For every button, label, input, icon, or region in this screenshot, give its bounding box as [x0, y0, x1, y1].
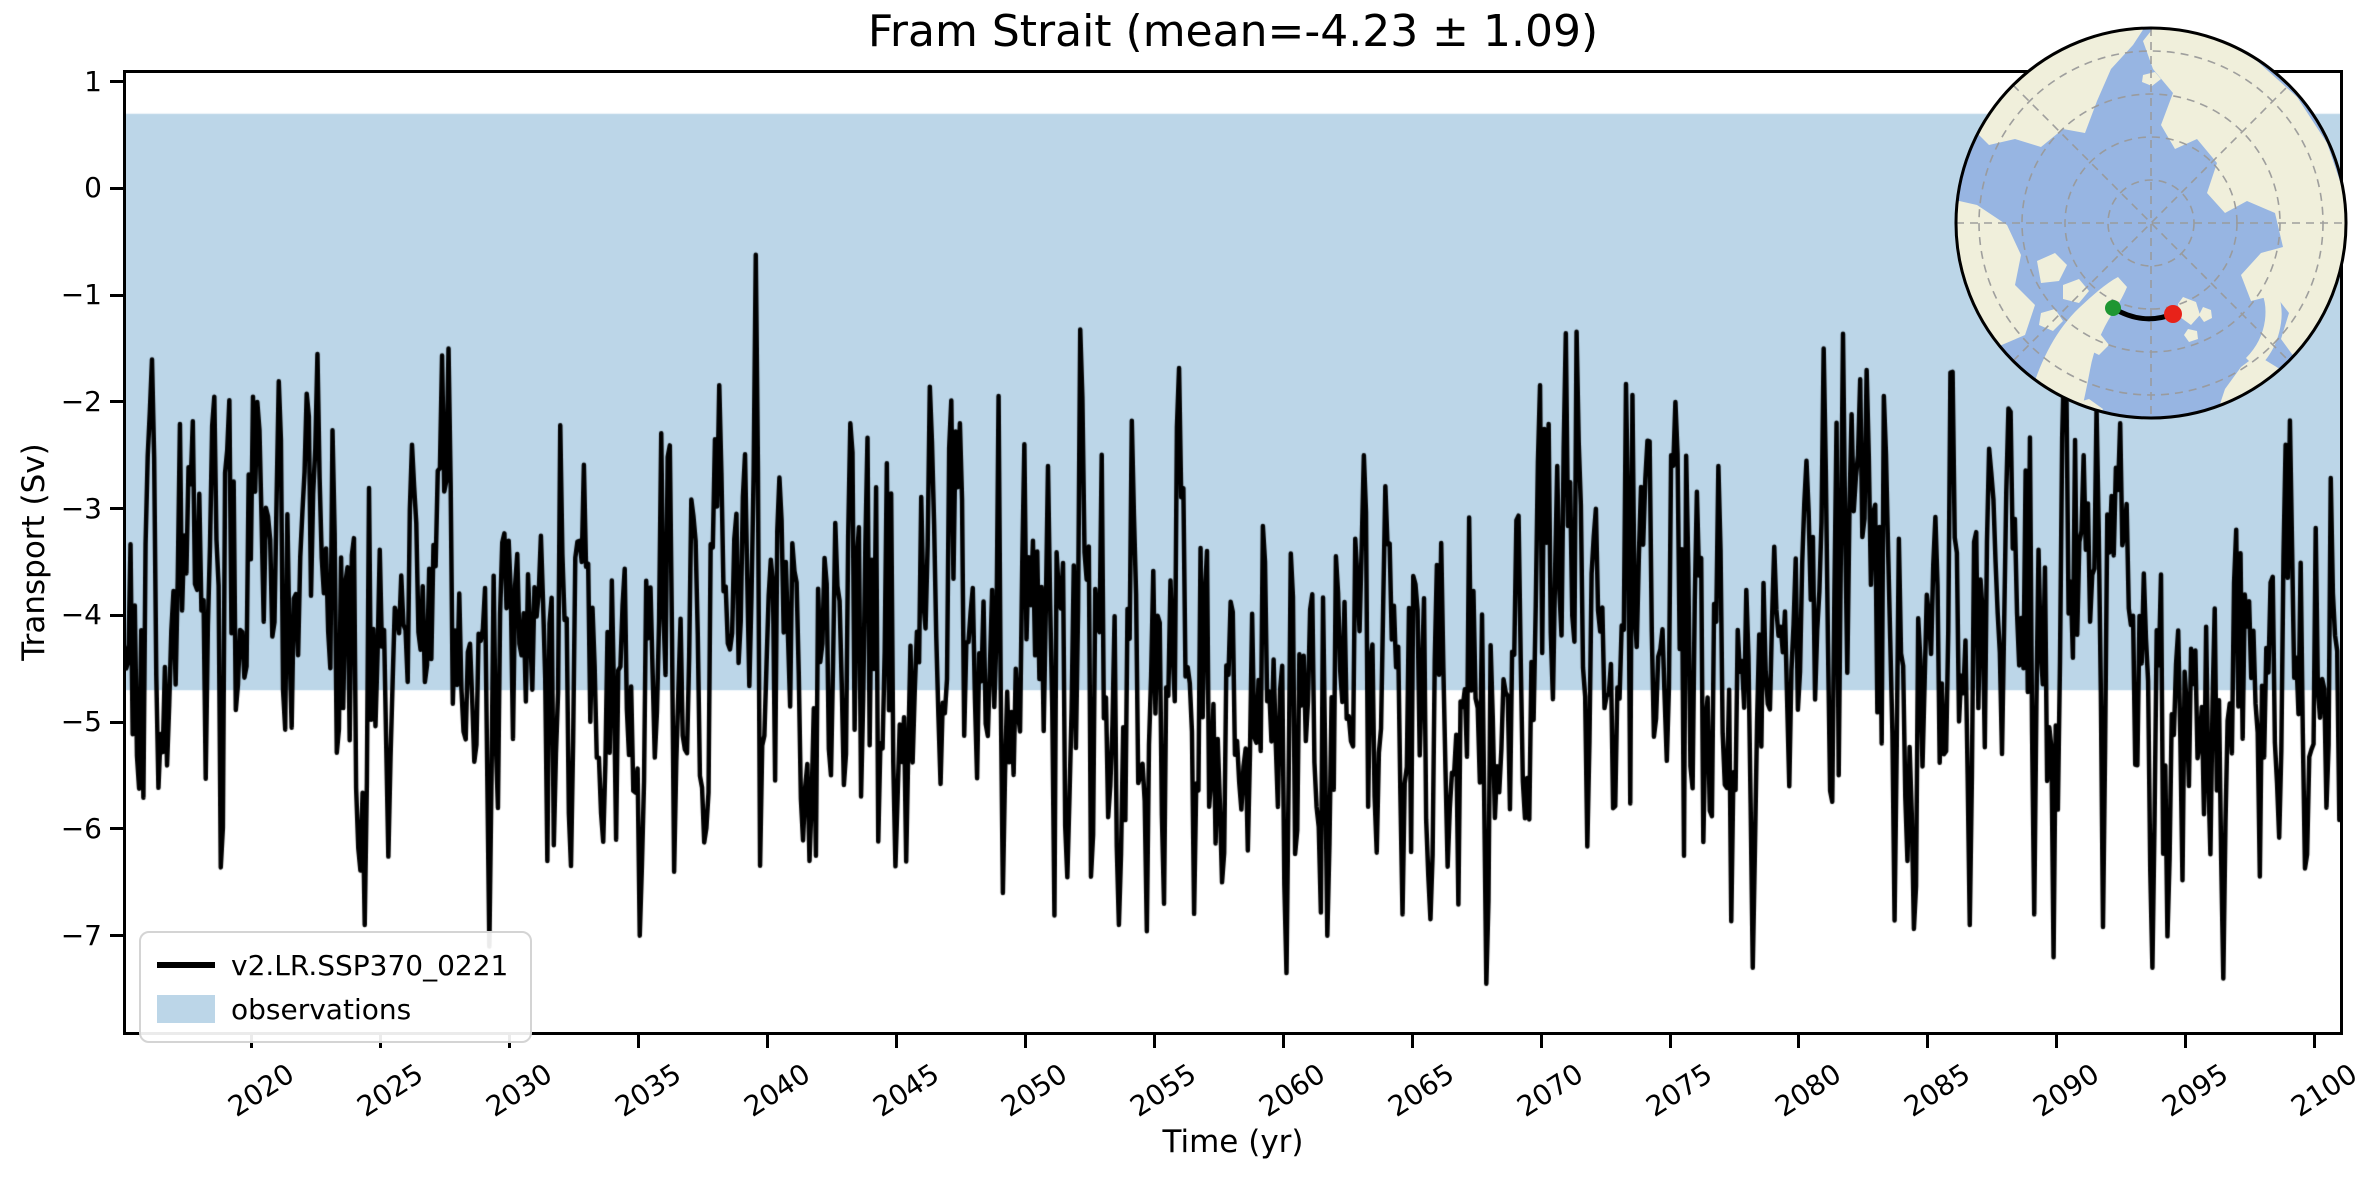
legend-item-label: observations [231, 992, 412, 1026]
legend-item: observations [157, 987, 508, 1031]
y-tick [110, 613, 123, 617]
x-tick [1539, 1035, 1543, 1048]
legend-line-swatch [157, 962, 215, 968]
y-tick [110, 186, 123, 190]
section-end-marker [2164, 305, 2182, 323]
x-tick [895, 1035, 899, 1048]
x-tick [2313, 1035, 2317, 1048]
x-tick [766, 1035, 770, 1048]
y-tick [110, 80, 123, 84]
y-tick-label: −7 [60, 918, 102, 952]
y-tick-label: 0 [84, 171, 102, 205]
x-tick [1926, 1035, 1930, 1048]
x-tick [1281, 1035, 1285, 1048]
y-tick [110, 827, 123, 831]
y-tick-label: −1 [60, 278, 102, 312]
y-tick-label: −2 [60, 384, 102, 418]
y-tick [110, 720, 123, 724]
y-tick [110, 400, 123, 404]
x-tick [1668, 1035, 1672, 1048]
y-tick-label: −5 [60, 705, 102, 739]
x-tick [2055, 1035, 2059, 1048]
y-tick-label: 1 [84, 64, 102, 98]
chart-title: Fram Strait (mean=-4.23 ± 1.09) [867, 6, 1599, 57]
x-tick [1152, 1035, 1156, 1048]
legend-item: v2.LR.SSP370_0221 [157, 943, 508, 987]
y-tick-label: −4 [60, 598, 102, 632]
y-tick [110, 293, 123, 297]
y-tick-label: −6 [60, 811, 102, 845]
x-axis-label: Time (yr) [1162, 1124, 1304, 1160]
x-tick [637, 1035, 641, 1048]
y-axis-label: Transport (Sv) [16, 443, 52, 661]
y-tick-label: −3 [60, 491, 102, 525]
x-tick [2184, 1035, 2188, 1048]
legend: v2.LR.SSP370_0221 observations [139, 931, 533, 1043]
inset-map [1954, 26, 2348, 420]
x-tick [1023, 1035, 1027, 1048]
section-start-marker [2105, 300, 2121, 316]
y-tick [110, 507, 123, 511]
map-border [1954, 26, 2348, 420]
y-tick [110, 934, 123, 938]
legend-item-label: v2.LR.SSP370_0221 [231, 948, 509, 982]
map-graticule [1956, 28, 2346, 418]
x-tick [1410, 1035, 1414, 1048]
legend-patch-swatch [157, 995, 215, 1023]
x-tick [1797, 1035, 1801, 1048]
